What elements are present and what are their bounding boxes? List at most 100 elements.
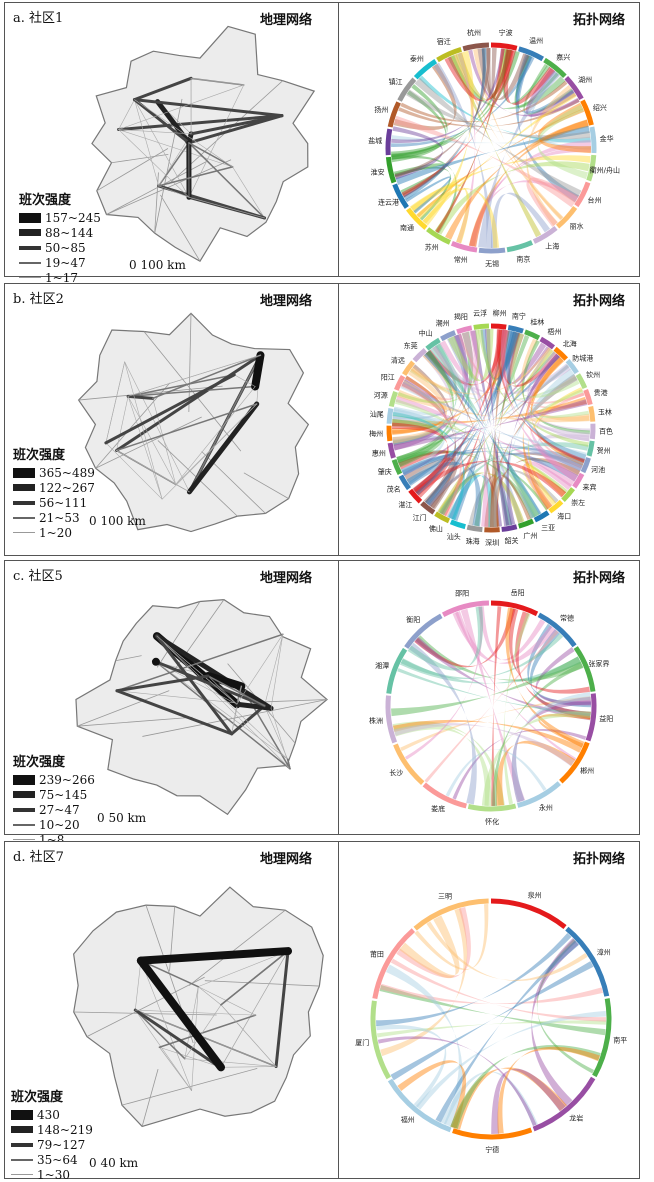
network-edge bbox=[156, 635, 289, 760]
chord-ribbon bbox=[406, 89, 591, 140]
chord-ribbon bbox=[390, 961, 594, 1081]
chord-ribbon bbox=[460, 608, 526, 803]
city-boundary bbox=[115, 655, 142, 662]
chord-ribbon bbox=[414, 77, 582, 198]
network-edge bbox=[188, 142, 266, 219]
chord-ribbon bbox=[392, 414, 445, 476]
network-edge bbox=[190, 78, 245, 86]
chord-ribbon bbox=[446, 337, 524, 524]
region-outline bbox=[75, 599, 328, 816]
chord-node-label: 湖州 bbox=[578, 75, 592, 84]
network-edge bbox=[134, 99, 159, 187]
chord-ribbon bbox=[409, 184, 470, 244]
network-edge bbox=[136, 956, 225, 1072]
network-edge bbox=[127, 396, 163, 500]
chord-ribbon bbox=[468, 469, 559, 526]
chord-ribbon bbox=[430, 345, 540, 518]
legend-item: 365~489 bbox=[39, 465, 95, 480]
strength-legend: 班次强度 157~245 88~144 50~85 19~47 1~17 bbox=[19, 189, 101, 285]
chord-node-arc bbox=[462, 42, 490, 52]
chord-ribbon bbox=[393, 333, 469, 451]
chord-ribbon bbox=[485, 329, 510, 527]
chord-node-arc bbox=[473, 323, 490, 330]
chord-ribbon bbox=[537, 434, 590, 475]
network-edge bbox=[233, 374, 256, 387]
chord-node-arc bbox=[386, 425, 393, 442]
network-edge bbox=[154, 633, 274, 711]
chord-node-label: 衡阳 bbox=[406, 615, 420, 624]
legend-title: 班次强度 bbox=[13, 448, 66, 463]
chord-node-arc bbox=[450, 240, 478, 253]
chord-ribbon bbox=[408, 642, 477, 805]
network-edge bbox=[116, 633, 284, 692]
chord-node-arc bbox=[565, 926, 610, 997]
chord-ribbon bbox=[392, 719, 583, 753]
legend-item: 239~266 bbox=[39, 772, 95, 787]
panel-divider bbox=[338, 284, 339, 555]
chord-ribbon bbox=[393, 724, 493, 806]
scale-label: 0 100 km bbox=[89, 514, 146, 528]
geo-network-map bbox=[77, 312, 310, 533]
city-boundary bbox=[188, 909, 286, 986]
chord-ribbon bbox=[394, 166, 451, 221]
chord-node-label: 梧州 bbox=[547, 327, 561, 336]
chord-node-label: 苏州 bbox=[425, 243, 439, 252]
chord-ribbon bbox=[491, 606, 502, 806]
network-edge bbox=[220, 1066, 277, 1068]
legend-item: 56~111 bbox=[39, 495, 88, 510]
chord-ribbon bbox=[490, 192, 551, 248]
legend-swatch bbox=[19, 245, 41, 250]
legend-title: 班次强度 bbox=[13, 755, 66, 770]
chord-node-label: 玉林 bbox=[598, 407, 612, 416]
chord-ribbon bbox=[409, 368, 578, 402]
chord-node-label: 常州 bbox=[454, 255, 468, 264]
chord-node-label: 温州 bbox=[529, 36, 543, 45]
network-edge bbox=[188, 142, 234, 168]
chord-ribbon bbox=[448, 330, 515, 521]
chord-node-label: 淮安 bbox=[371, 168, 385, 177]
network-edge bbox=[118, 129, 233, 168]
chord-ribbon bbox=[393, 63, 457, 131]
legend-swatch bbox=[13, 839, 35, 840]
chord-node-arc bbox=[372, 928, 416, 999]
chord-ribbon bbox=[515, 54, 575, 114]
city-boundary bbox=[160, 194, 201, 262]
region-outline bbox=[91, 25, 316, 263]
chord-node-arc bbox=[478, 247, 506, 254]
chord-node-arc bbox=[490, 323, 507, 330]
chord-node-arc bbox=[490, 600, 539, 617]
chord-ribbon bbox=[503, 612, 531, 805]
chord-node-label: 清远 bbox=[391, 356, 405, 365]
chord-node-arc bbox=[553, 346, 569, 361]
chord-ribbon bbox=[451, 1067, 567, 1130]
network-edge bbox=[127, 374, 236, 398]
chord-node-label: 江门 bbox=[413, 513, 427, 522]
chord-node-label: 贺州 bbox=[597, 446, 611, 455]
panel-divider bbox=[338, 842, 339, 1178]
network-edge bbox=[152, 398, 177, 485]
chord-node-label: 常德 bbox=[560, 613, 574, 622]
network-edge bbox=[124, 361, 163, 500]
chord-node-arc bbox=[543, 57, 567, 78]
network-edge bbox=[207, 675, 266, 707]
chord-ribbon bbox=[438, 472, 525, 524]
chord-node-label: 佛山 bbox=[429, 524, 443, 533]
chord-node-label: 肇庆 bbox=[378, 467, 392, 476]
chord-node-label: 北海 bbox=[563, 339, 577, 348]
panel-label: c. 社区5 bbox=[13, 569, 63, 584]
chord-node-label: 柳州 bbox=[493, 308, 507, 317]
chord-node-arc bbox=[467, 803, 517, 812]
chord-ribbon bbox=[455, 48, 511, 100]
chord-node-label: 无锡 bbox=[485, 259, 499, 268]
geo-network-map bbox=[91, 25, 316, 263]
city-boundary bbox=[96, 148, 169, 192]
chord-node-arc bbox=[586, 154, 597, 182]
panel-label: a. 社区1 bbox=[13, 11, 64, 26]
chord-ribbon bbox=[392, 368, 448, 444]
city-boundary bbox=[78, 385, 223, 401]
chord-node-label: 河源 bbox=[374, 390, 388, 399]
panel-c: c. 社区5 地理网络 拓扑网络 班次强度 239~266 75~145 27~… bbox=[4, 560, 640, 847]
chord-node-arc bbox=[580, 99, 594, 126]
chord-node-label: 丽水 bbox=[570, 221, 584, 230]
city-boundary bbox=[188, 313, 192, 413]
